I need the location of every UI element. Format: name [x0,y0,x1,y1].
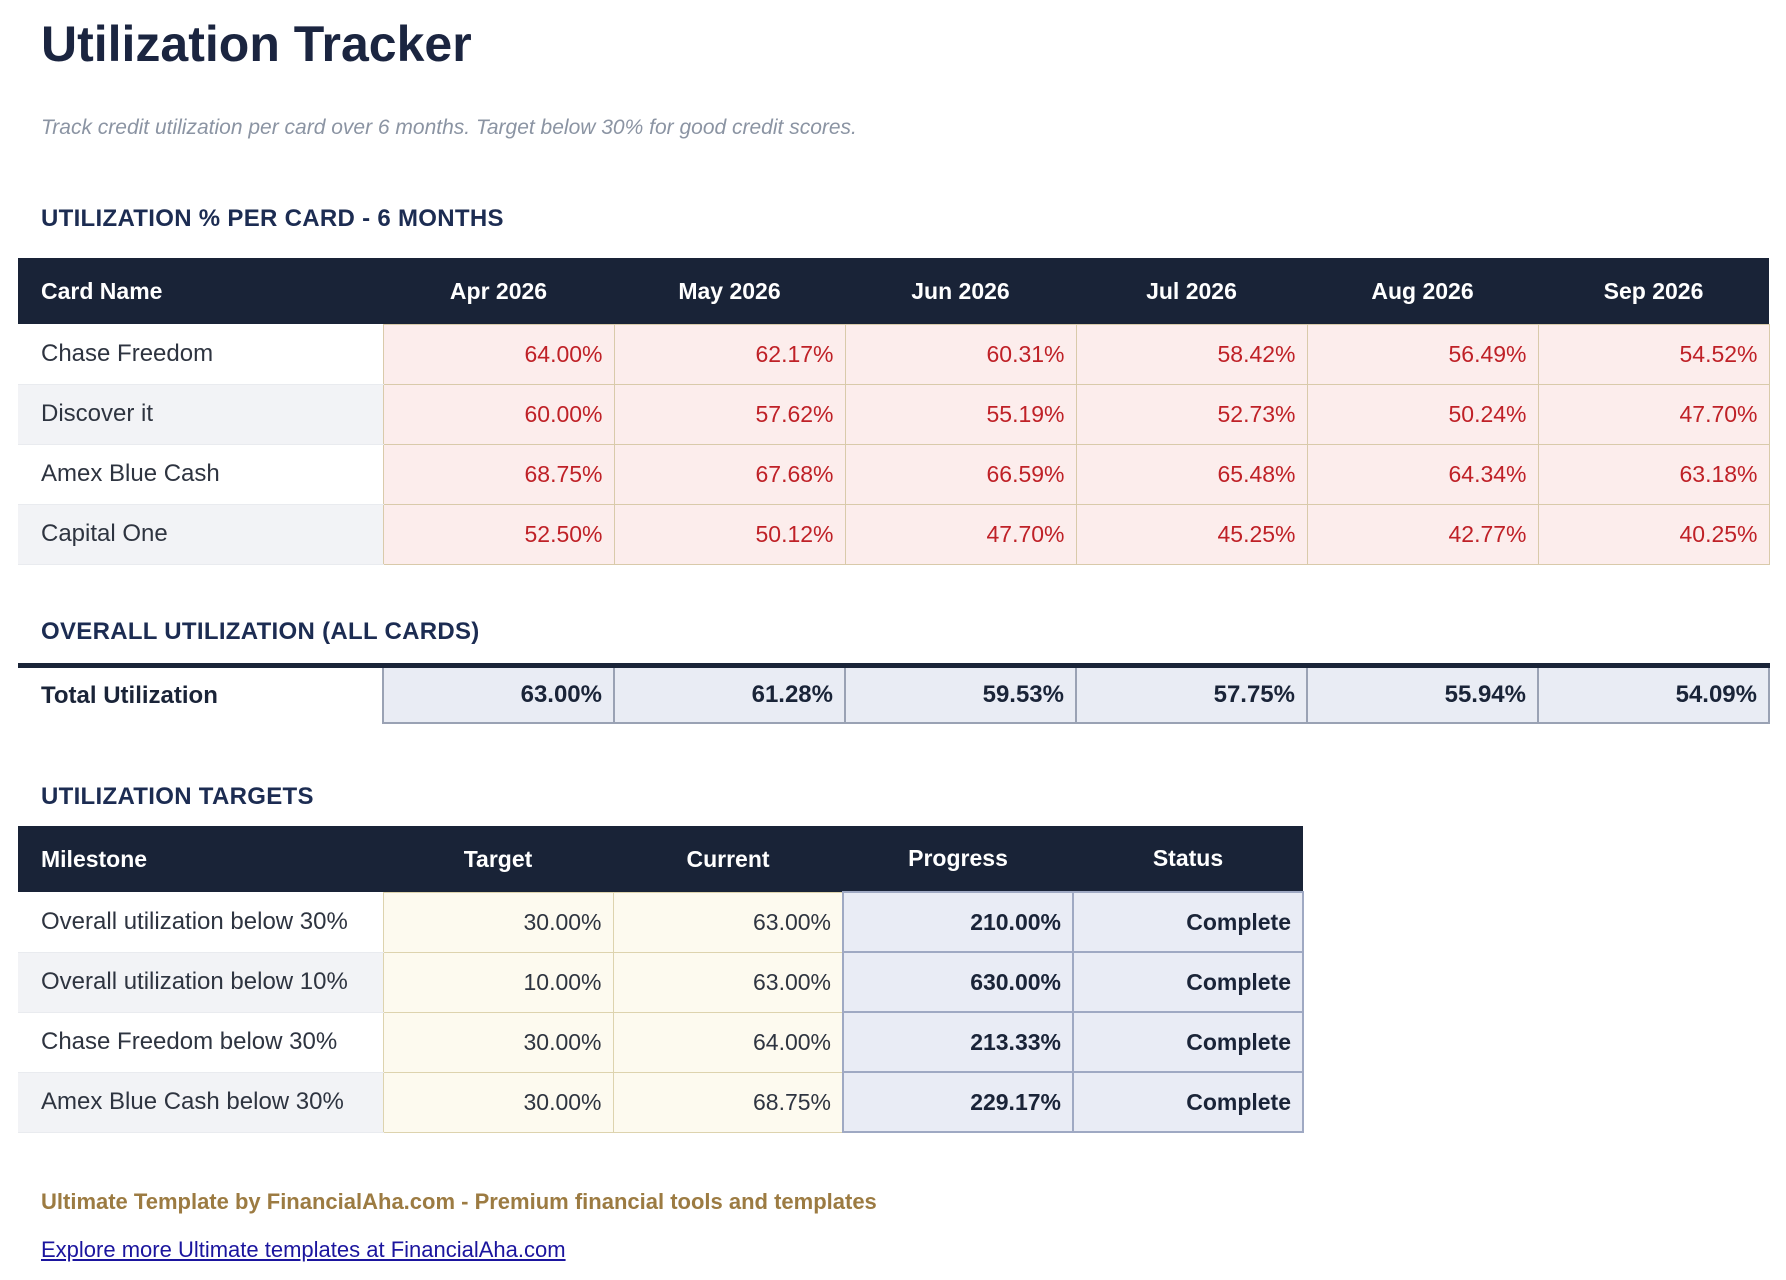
utilization-value-cell: 47.70% [1537,383,1770,445]
total-utilization-value-cell: 63.00% [382,662,615,725]
target-cell: 10.00% [382,951,614,1013]
page-subtitle: Track credit utilization per card over 6… [41,116,857,139]
utilization-value-cell: 65.48% [1075,443,1308,505]
column-header-current: Current [613,826,843,893]
table-row-discover-it: Discover it 60.00% 57.62% 55.19% 52.73% … [18,383,1770,445]
column-header-may-2026: May 2026 [614,258,845,325]
utilization-value-cell: 57.62% [613,383,846,445]
total-utilization-label: Total Utilization [18,662,383,724]
utilization-value-cell: 64.00% [382,323,615,385]
target-row-amex-blue-cash-below-30: Amex Blue Cash below 30% 30.00% 68.75% 2… [18,1071,1304,1134]
progress-cell: 213.33% [842,1011,1074,1074]
total-utilization-value-cell: 59.53% [844,662,1077,725]
footer: Ultimate Template by FinancialAha.com - … [41,1189,1768,1263]
total-utilization-value-cell: 55.94% [1306,662,1539,725]
current-cell: 63.00% [612,951,844,1013]
column-header-jun-2026: Jun 2026 [845,258,1076,325]
utilization-value-cell: 68.75% [382,443,615,505]
utilization-value-cell: 66.59% [844,443,1077,505]
column-header-progress: Progress [843,826,1073,893]
target-cell: 30.00% [382,891,614,953]
milestone-cell: Chase Freedom below 30% [18,1012,383,1073]
column-header-milestone: Milestone [18,826,383,893]
targets-table-header-row: Milestone Target Current Progress Status [18,826,1303,893]
page-title: Utilization Tracker [41,16,472,72]
status-cell: Complete [1072,891,1304,954]
column-header-jul-2026: Jul 2026 [1076,258,1307,325]
utilization-value-cell: 52.73% [1075,383,1308,445]
column-header-status: Status [1073,826,1303,893]
utilization-value-cell: 67.68% [613,443,846,505]
table-row-amex-blue-cash: Amex Blue Cash 68.75% 67.68% 66.59% 65.4… [18,443,1770,505]
card-name-cell: Capital One [18,504,383,565]
column-header-apr-2026: Apr 2026 [383,258,614,325]
table-row-chase-freedom: Chase Freedom 64.00% 62.17% 60.31% 58.42… [18,323,1770,385]
overall-utilization-table: Total Utilization 63.00% 61.28% 59.53% 5… [18,662,1770,725]
utilization-value-cell: 56.49% [1306,323,1539,385]
utilization-value-cell: 64.34% [1306,443,1539,505]
column-header-card-name: Card Name [18,258,383,325]
utilization-targets-table: Milestone Target Current Progress Status… [18,826,1304,1134]
card-name-cell: Discover it [18,384,383,445]
utilization-value-cell: 60.00% [382,383,615,445]
target-cell: 30.00% [382,1071,614,1133]
cards-table-header-row: Card Name Apr 2026 May 2026 Jun 2026 Jul… [18,258,1769,325]
section-heading-utilization-per-card: UTILIZATION % PER CARD - 6 MONTHS [41,205,504,233]
utilization-value-cell: 50.24% [1306,383,1539,445]
current-cell: 64.00% [612,1011,844,1073]
milestone-cell: Amex Blue Cash below 30% [18,1072,383,1133]
progress-cell: 229.17% [842,1071,1074,1134]
utilization-per-card-table: Card Name Apr 2026 May 2026 Jun 2026 Jul… [18,258,1770,565]
table-row-capital-one: Capital One 52.50% 50.12% 47.70% 45.25% … [18,503,1770,565]
status-cell: Complete [1072,1071,1304,1134]
utilization-value-cell: 45.25% [1075,503,1308,565]
status-cell: Complete [1072,951,1304,1014]
utilization-value-cell: 62.17% [613,323,846,385]
section-heading-overall-utilization: OVERALL UTILIZATION (ALL CARDS) [41,617,480,645]
total-utilization-row: Total Utilization 63.00% 61.28% 59.53% 5… [18,662,1770,725]
template-credit-text: Ultimate Template by FinancialAha.com - … [41,1189,877,1215]
utilization-value-cell: 60.31% [844,323,1077,385]
utilization-value-cell: 50.12% [613,503,846,565]
utilization-value-cell: 40.25% [1537,503,1770,565]
utilization-value-cell: 55.19% [844,383,1077,445]
target-cell: 30.00% [382,1011,614,1073]
utilization-value-cell: 54.52% [1537,323,1770,385]
current-cell: 68.75% [612,1071,844,1133]
milestone-cell: Overall utilization below 10% [18,952,383,1013]
card-name-cell: Chase Freedom [18,324,383,385]
total-utilization-value-cell: 61.28% [613,662,846,725]
total-utilization-value-cell: 57.75% [1075,662,1308,725]
target-row-overall-below-10: Overall utilization below 10% 10.00% 63.… [18,951,1304,1014]
status-cell: Complete [1072,1011,1304,1074]
explore-templates-link[interactable]: Explore more Ultimate templates at Finan… [41,1237,566,1263]
section-heading-utilization-targets: UTILIZATION TARGETS [41,783,314,811]
progress-cell: 630.00% [842,951,1074,1014]
total-utilization-value-cell: 54.09% [1537,662,1770,725]
utilization-value-cell: 52.50% [382,503,615,565]
card-name-cell: Amex Blue Cash [18,444,383,505]
column-header-sep-2026: Sep 2026 [1538,258,1769,325]
utilization-value-cell: 63.18% [1537,443,1770,505]
column-header-target: Target [383,826,613,893]
current-cell: 63.00% [612,891,844,953]
utilization-value-cell: 58.42% [1075,323,1308,385]
utilization-value-cell: 42.77% [1306,503,1539,565]
target-row-overall-below-30: Overall utilization below 30% 30.00% 63.… [18,891,1304,954]
target-row-chase-freedom-below-30: Chase Freedom below 30% 30.00% 64.00% 21… [18,1011,1304,1074]
utilization-value-cell: 47.70% [844,503,1077,565]
milestone-cell: Overall utilization below 30% [18,892,383,953]
progress-cell: 210.00% [842,891,1074,954]
column-header-aug-2026: Aug 2026 [1307,258,1538,325]
